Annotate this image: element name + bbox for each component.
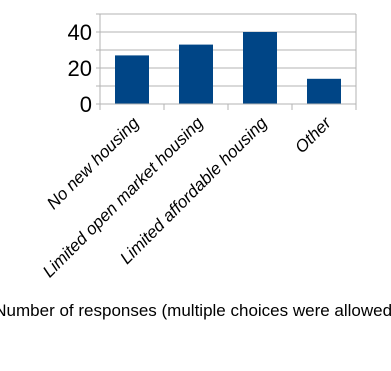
y-tick-label: 20 [68,56,92,81]
bar [307,79,341,104]
x-axis-title: Number of responses (multiple choices we… [0,301,391,320]
bar [243,32,277,104]
y-tick-labels: 0 20 40 [68,20,92,117]
category-label: Other [291,112,335,156]
y-tick-label: 0 [80,92,92,117]
bar [115,55,149,104]
bar [179,45,213,104]
y-tick-label: 40 [68,20,92,45]
